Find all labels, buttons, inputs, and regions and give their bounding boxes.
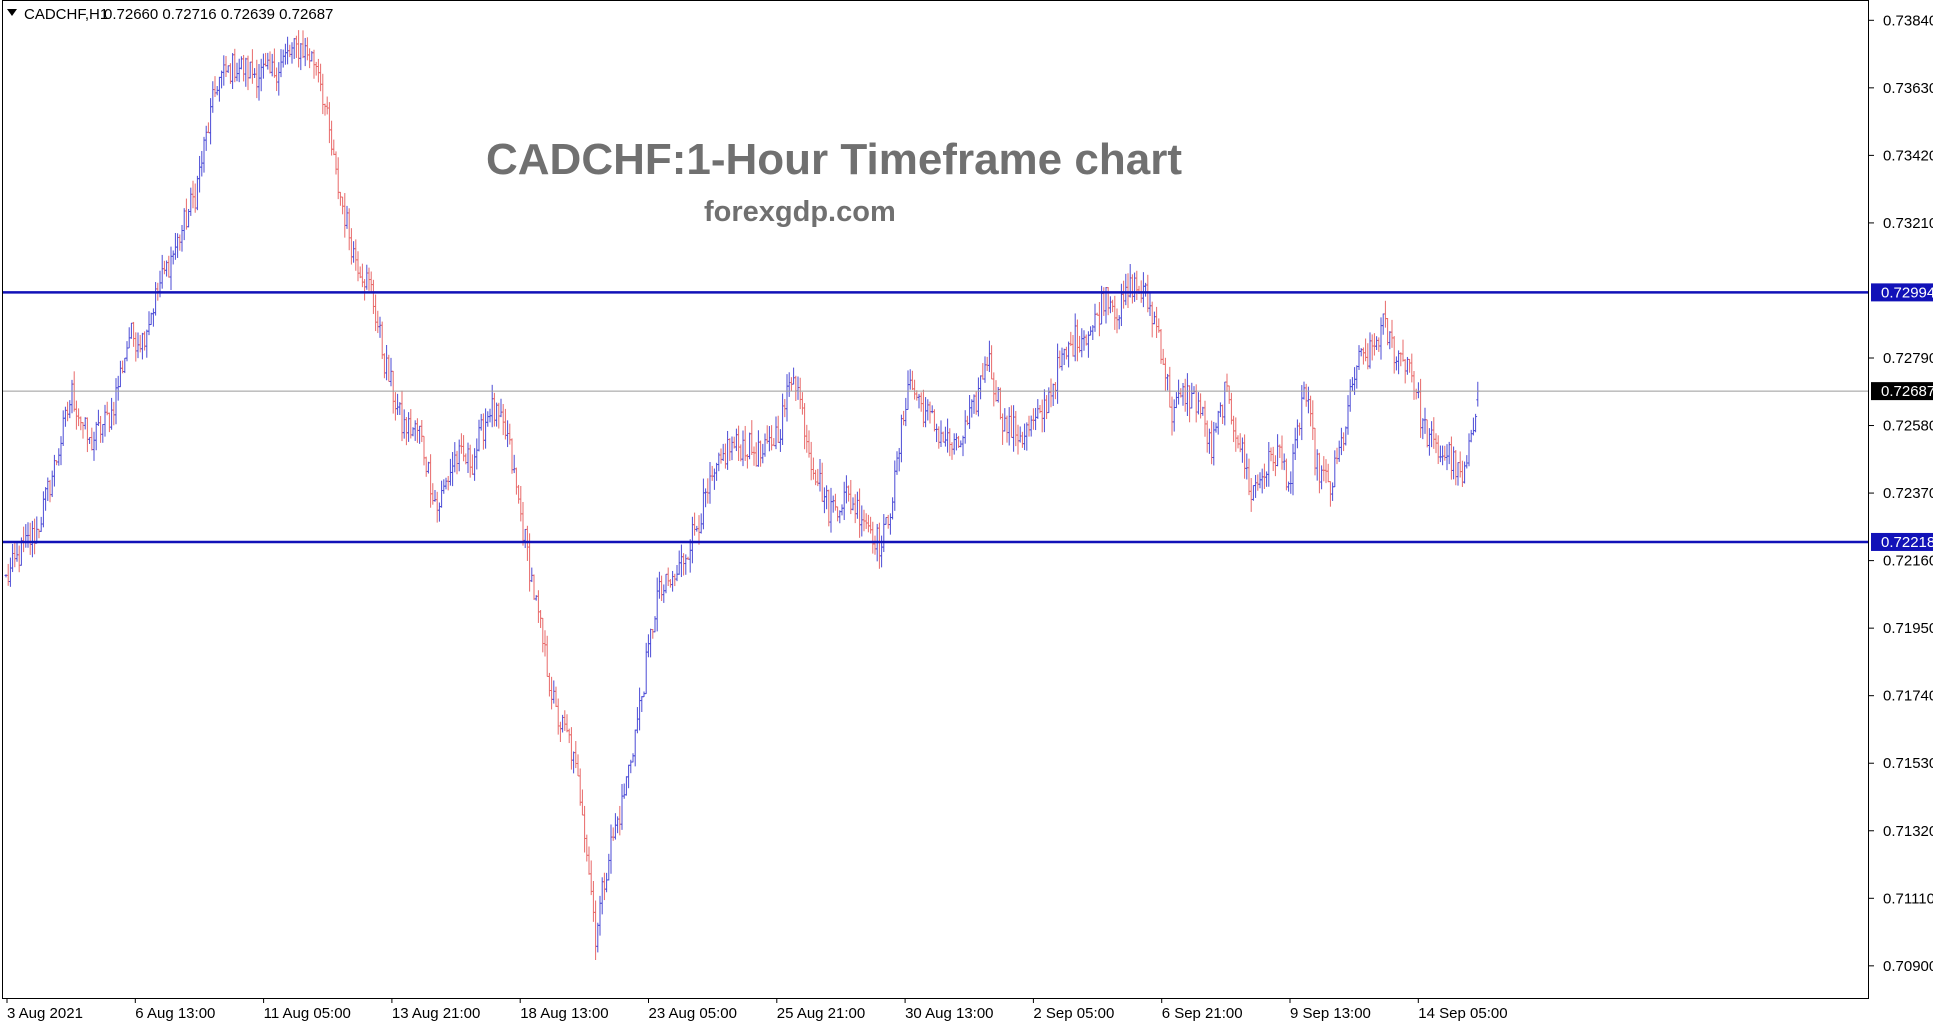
x-tick-label: 23 Aug 05:00 <box>649 1005 737 1022</box>
chart-title: CADCHF:1-Hour Timeframe chart <box>486 135 1182 184</box>
y-tick-label: 0.72580 <box>1883 418 1933 435</box>
y-tick-label: 0.73630 <box>1883 80 1933 97</box>
chart-subtitle: forexgdp.com <box>704 196 896 228</box>
y-tick-label: 0.71110 <box>1883 890 1933 907</box>
dropdown-arrow-icon[interactable] <box>7 9 17 16</box>
price-tags: 0.72994 0.72218 0.72687 <box>1871 283 1933 551</box>
level-price-tag-text: 0.72994 <box>1881 284 1933 301</box>
level-price-tag-text: 0.72218 <box>1881 534 1933 551</box>
x-axis: 3 Aug 2021 6 Aug 13:00 11 Aug 05:00 13 Aug … <box>6 998 1508 1022</box>
x-tick-label: 2 Sep 05:00 <box>1033 1005 1114 1022</box>
y-tick-label: 0.72160 <box>1883 553 1933 570</box>
y-tick-label: 0.72370 <box>1883 485 1933 502</box>
x-tick-label: 3 Aug 2021 <box>7 1005 83 1022</box>
x-tick-label: 9 Sep 13:00 <box>1290 1005 1371 1022</box>
candlestick-series <box>4 30 1480 961</box>
x-tick-label: 6 Aug 13:00 <box>135 1005 215 1022</box>
x-tick-label: 6 Sep 21:00 <box>1162 1005 1243 1022</box>
x-tick-label: 25 Aug 21:00 <box>777 1005 865 1022</box>
y-tick-label: 0.71320 <box>1883 823 1933 840</box>
x-tick-label: 30 Aug 13:00 <box>905 1005 993 1022</box>
y-axis: 0.73840 0.73630 0.73420 0.73210 0.72790 0.725… <box>1869 12 1933 975</box>
last-price-tag-text: 0.72687 <box>1881 383 1933 400</box>
level-price-tag-bg <box>1871 532 1933 551</box>
x-tick-label: 14 Sep 05:00 <box>1418 1005 1507 1022</box>
y-tick-label: 0.73840 <box>1883 12 1933 29</box>
y-tick-label: 0.71740 <box>1883 688 1933 705</box>
candle <box>1474 413 1478 433</box>
y-tick-label: 0.73210 <box>1883 215 1933 232</box>
x-tick-label: 13 Aug 21:00 <box>392 1005 480 1022</box>
y-tick-label: 0.71950 <box>1883 620 1933 637</box>
symbol-label: CADCHF,H1 <box>24 6 108 23</box>
y-tick-label: 0.73420 <box>1883 147 1933 164</box>
y-tick-label: 0.70900 <box>1883 958 1933 975</box>
plot-frame <box>2 0 1869 999</box>
level-price-tag-bg <box>1871 283 1933 302</box>
horizontal-levels <box>3 291 1868 544</box>
ohlc-values: 0.72660 0.72716 0.72639 0.72687 <box>104 6 333 23</box>
x-tick-label: 11 Aug 05:00 <box>264 1005 351 1022</box>
last-price-tag-bg <box>1871 382 1933 401</box>
header: CADCHF,H1 0.72660 0.72716 0.72639 0.7268… <box>7 6 333 23</box>
level-price-tag: 0.72994 <box>1871 283 1933 302</box>
x-tick-label: 18 Aug 13:00 <box>520 1005 608 1022</box>
last-price-tag: 0.72687 <box>1871 382 1933 401</box>
y-tick-label: 0.72790 <box>1883 350 1933 367</box>
level-price-tag: 0.72218 <box>1871 532 1933 551</box>
y-tick-label: 0.71530 <box>1883 755 1933 772</box>
